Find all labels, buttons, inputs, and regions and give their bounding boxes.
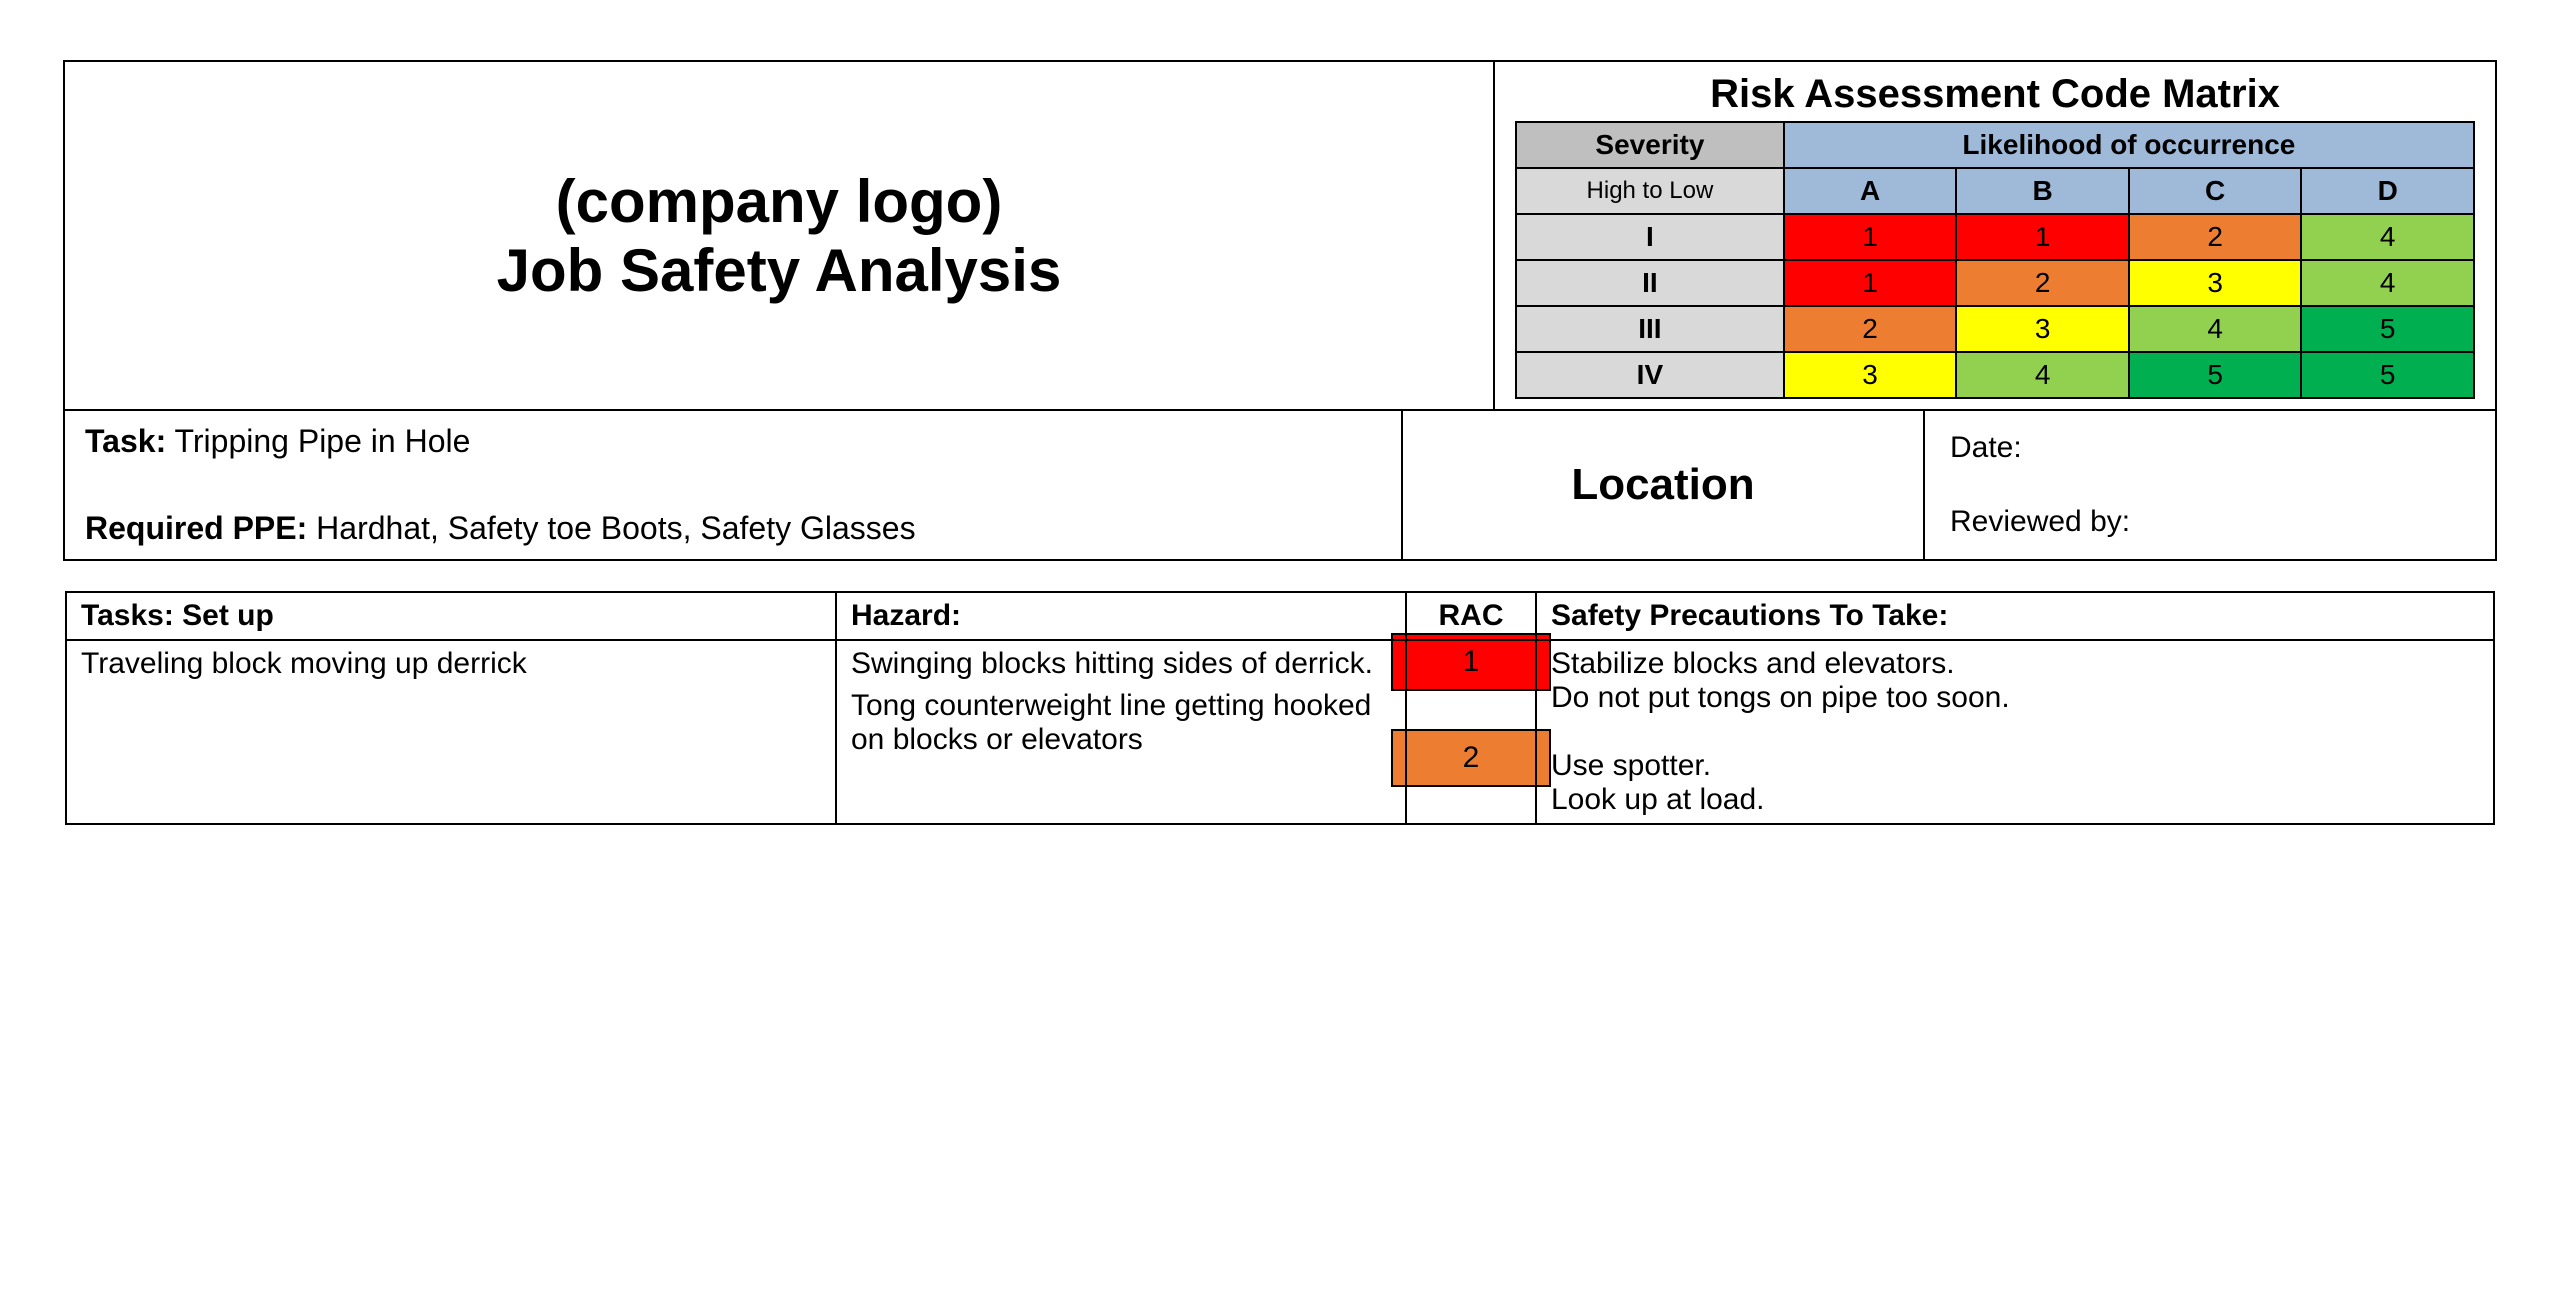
location-cell: Location <box>1403 411 1925 559</box>
matrix-title: Risk Assessment Code Matrix <box>1515 72 2475 117</box>
th-hazard: Hazard: <box>836 592 1406 640</box>
row-rac: 12 <box>1406 640 1536 824</box>
severity-row-label: III <box>1516 306 1784 352</box>
likelihood-col-d: D <box>2301 168 2474 214</box>
location-label: Location <box>1571 460 1754 510</box>
likelihood-col-a: A <box>1784 168 1957 214</box>
ppe-value: Hardhat, Safety toe Boots, Safety Glasse… <box>316 510 915 546</box>
severity-row-label: I <box>1516 214 1784 260</box>
precaution-item <box>1551 715 2479 749</box>
likelihood-col-c: C <box>2129 168 2302 214</box>
rac-value: 2 <box>1391 729 1551 787</box>
matrix-cell: 4 <box>2301 214 2474 260</box>
matrix-cell: 2 <box>1784 306 1957 352</box>
matrix-cell: 3 <box>2129 260 2302 306</box>
task-row: Traveling block moving up derrick Swingi… <box>66 640 2494 824</box>
severity-row-label: II <box>1516 260 1784 306</box>
matrix-cell: 4 <box>2301 260 2474 306</box>
matrix-cell: 4 <box>2129 306 2302 352</box>
row-hazards: Swinging blocks hitting sides of derrick… <box>836 640 1406 824</box>
ppe-label: Required PPE: <box>85 510 307 546</box>
task-label: Task: <box>85 423 166 459</box>
top-section: (company logo) Job Safety Analysis Risk … <box>65 62 2495 411</box>
matrix-cell: 1 <box>1784 260 1957 306</box>
info-left: Task: Tripping Pipe in Hole Required PPE… <box>65 411 1403 559</box>
severity-header: Severity <box>1516 122 1784 168</box>
matrix-cell: 3 <box>1784 352 1957 398</box>
matrix-cell: 4 <box>1956 352 2129 398</box>
severity-row-label: IV <box>1516 352 1784 398</box>
task-value: Tripping Pipe in Hole <box>175 423 471 459</box>
matrix-cell: 3 <box>1956 306 2129 352</box>
matrix-cell: 1 <box>1956 214 2129 260</box>
jsa-document: (company logo) Job Safety Analysis Risk … <box>63 60 2497 561</box>
matrix-cell: 5 <box>2301 352 2474 398</box>
matrix-cell: 5 <box>2301 306 2474 352</box>
precaution-item: Look up at load. <box>1551 783 2479 817</box>
row-task: Traveling block moving up derrick <box>66 640 836 824</box>
precaution-item: Do not put tongs on pipe too soon. <box>1551 681 2479 715</box>
risk-matrix-table: Severity Likelihood of occurrence High t… <box>1515 121 2475 399</box>
matrix-cell: 2 <box>1956 260 2129 306</box>
risk-matrix-section: Risk Assessment Code Matrix Severity Lik… <box>1495 62 2495 409</box>
hazard-item: Tong counterweight line getting hooked o… <box>851 689 1391 757</box>
doc-title: Job Safety Analysis <box>497 236 1062 305</box>
reviewed-label: Reviewed by: <box>1950 505 2470 539</box>
severity-sub: High to Low <box>1516 168 1784 214</box>
precaution-item: Stabilize blocks and elevators. <box>1551 647 2479 681</box>
th-task: Tasks: Set up <box>66 592 836 640</box>
rac-value: 1 <box>1391 633 1551 691</box>
likelihood-col-b: B <box>1956 168 2129 214</box>
hazard-item: Swinging blocks hitting sides of derrick… <box>851 647 1391 681</box>
precaution-item: Use spotter. <box>1551 749 2479 783</box>
likelihood-header: Likelihood of occurrence <box>1784 122 2474 168</box>
row-precautions: Stabilize blocks and elevators.Do not pu… <box>1536 640 2494 824</box>
matrix-cell: 2 <box>2129 214 2302 260</box>
matrix-cell: 1 <box>1784 214 1957 260</box>
company-logo-placeholder: (company logo) <box>556 167 1003 236</box>
logo-title-block: (company logo) Job Safety Analysis <box>65 62 1495 409</box>
th-precautions: Safety Precautions To Take: <box>1536 592 2494 640</box>
info-row: Task: Tripping Pipe in Hole Required PPE… <box>65 411 2495 559</box>
tasks-table: Tasks: Set up Hazard: RAC Safety Precaut… <box>65 591 2495 825</box>
date-label: Date: <box>1950 431 2470 465</box>
matrix-cell: 5 <box>2129 352 2302 398</box>
info-right: Date: Reviewed by: <box>1925 411 2495 559</box>
